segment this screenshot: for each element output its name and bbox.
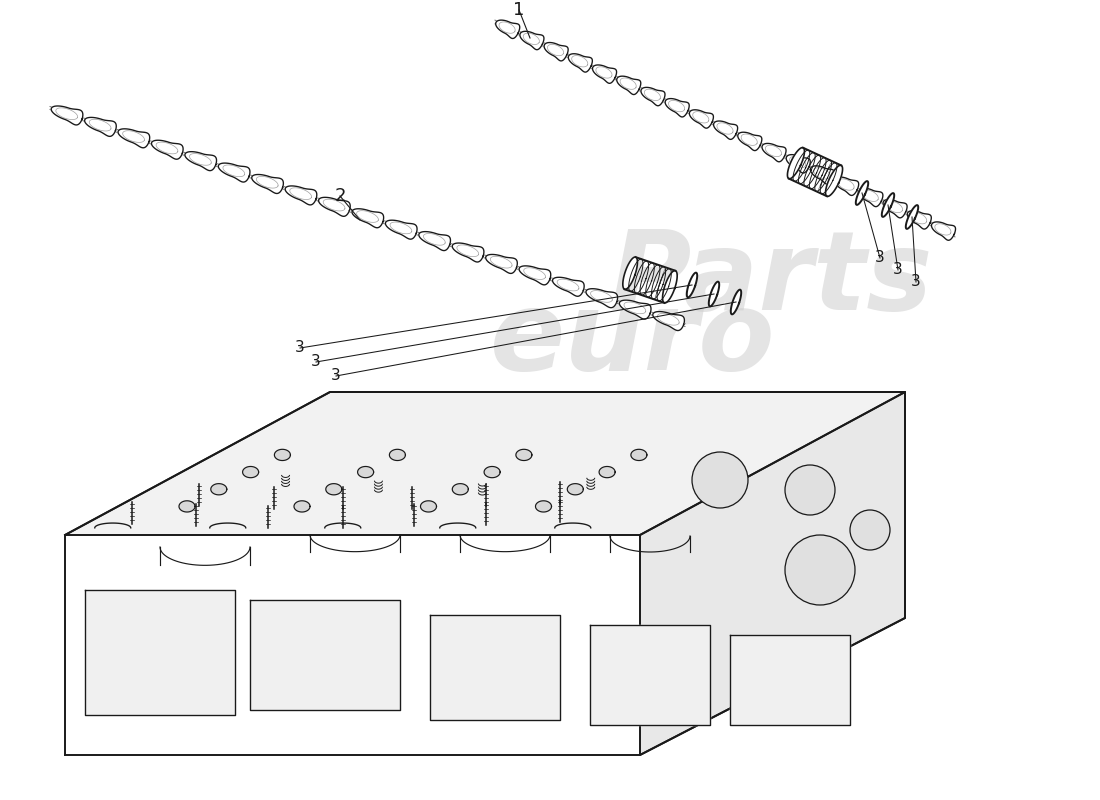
Polygon shape: [352, 209, 384, 228]
Polygon shape: [358, 466, 374, 478]
Polygon shape: [835, 177, 859, 195]
Text: 1: 1: [514, 1, 525, 19]
Polygon shape: [179, 501, 195, 512]
Polygon shape: [420, 501, 437, 512]
Text: parts since 1985: parts since 1985: [430, 414, 627, 438]
Polygon shape: [666, 98, 690, 117]
Polygon shape: [385, 220, 417, 239]
Polygon shape: [600, 466, 615, 478]
Polygon shape: [211, 484, 227, 495]
Text: 3: 3: [893, 262, 903, 278]
Polygon shape: [662, 270, 678, 303]
Polygon shape: [825, 166, 843, 196]
Circle shape: [785, 535, 855, 605]
Polygon shape: [65, 392, 905, 755]
Text: 3: 3: [311, 354, 321, 370]
Polygon shape: [243, 466, 258, 478]
Polygon shape: [905, 205, 918, 229]
Polygon shape: [859, 188, 883, 206]
Polygon shape: [419, 232, 451, 250]
Polygon shape: [686, 273, 697, 298]
Polygon shape: [932, 222, 956, 240]
Polygon shape: [544, 42, 569, 61]
Polygon shape: [496, 20, 519, 38]
Polygon shape: [285, 186, 317, 205]
Polygon shape: [118, 129, 150, 148]
Polygon shape: [708, 282, 719, 306]
Circle shape: [785, 465, 835, 515]
Polygon shape: [294, 501, 310, 512]
Text: 3: 3: [911, 274, 921, 290]
Polygon shape: [652, 311, 684, 330]
Polygon shape: [452, 484, 469, 495]
Polygon shape: [640, 392, 905, 755]
Polygon shape: [856, 181, 868, 205]
Polygon shape: [326, 484, 342, 495]
Polygon shape: [590, 625, 710, 725]
Polygon shape: [319, 198, 350, 216]
Polygon shape: [185, 152, 217, 170]
Polygon shape: [569, 54, 593, 72]
Polygon shape: [730, 290, 741, 314]
Polygon shape: [619, 300, 651, 319]
Polygon shape: [762, 143, 786, 162]
Text: 3: 3: [876, 250, 884, 266]
Polygon shape: [641, 87, 666, 106]
Polygon shape: [52, 106, 82, 125]
Polygon shape: [274, 450, 290, 461]
Circle shape: [850, 510, 890, 550]
Polygon shape: [519, 266, 551, 285]
Polygon shape: [452, 243, 484, 262]
Text: 3: 3: [295, 341, 305, 355]
Polygon shape: [516, 450, 532, 461]
Polygon shape: [484, 466, 500, 478]
Polygon shape: [568, 484, 583, 495]
Polygon shape: [430, 615, 560, 720]
Polygon shape: [520, 31, 543, 50]
Polygon shape: [389, 450, 406, 461]
Polygon shape: [552, 278, 584, 296]
Polygon shape: [730, 635, 850, 725]
Polygon shape: [586, 289, 617, 308]
Polygon shape: [65, 392, 905, 535]
Polygon shape: [486, 254, 517, 274]
Text: 2: 2: [334, 187, 345, 205]
Polygon shape: [882, 193, 894, 217]
Polygon shape: [250, 600, 400, 710]
Text: a possible: a possible: [420, 401, 546, 425]
Polygon shape: [218, 163, 250, 182]
Polygon shape: [252, 174, 284, 194]
Polygon shape: [85, 118, 117, 136]
Text: euro: euro: [490, 286, 776, 394]
Polygon shape: [690, 110, 714, 128]
Polygon shape: [152, 140, 183, 159]
Circle shape: [692, 452, 748, 508]
Polygon shape: [738, 132, 762, 150]
Polygon shape: [85, 590, 235, 715]
Polygon shape: [883, 199, 908, 218]
Polygon shape: [811, 166, 835, 184]
Polygon shape: [617, 76, 641, 94]
Text: 3: 3: [331, 369, 341, 383]
Text: Parts: Parts: [610, 226, 934, 334]
Polygon shape: [623, 257, 637, 290]
Polygon shape: [593, 65, 617, 83]
Polygon shape: [908, 210, 932, 229]
Polygon shape: [536, 501, 551, 512]
Polygon shape: [788, 148, 804, 178]
Polygon shape: [714, 121, 738, 139]
Polygon shape: [786, 154, 811, 173]
Polygon shape: [631, 450, 647, 461]
